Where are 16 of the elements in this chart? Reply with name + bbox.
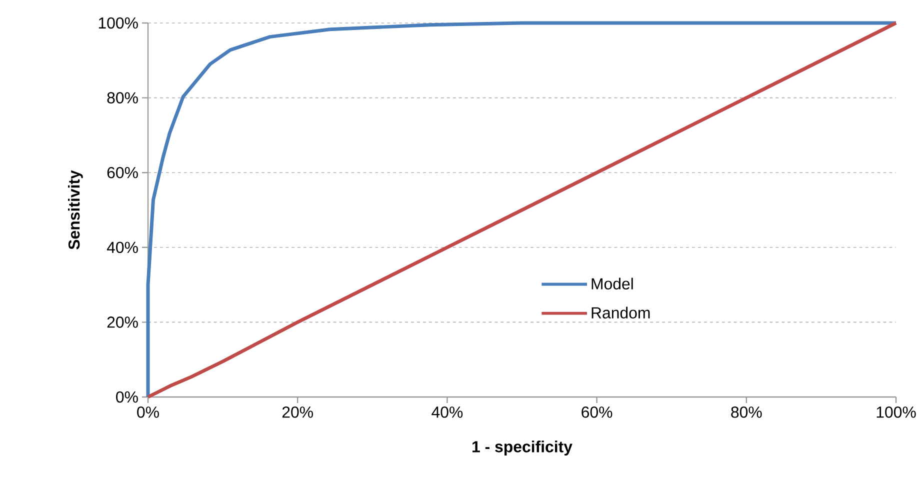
y-tick-label: 40% [106,242,138,254]
y-tick-label: 20% [107,316,138,328]
x-axis-title: 1 - specificity [472,440,572,456]
x-tick-label: 100% [876,406,916,418]
y-axis-title: Sensitivity [68,170,83,250]
x-tick-label: 40% [432,406,463,418]
x-tick-label: 20% [282,406,313,418]
y-tick-label: 0% [116,391,138,403]
y-tick-label: 100% [98,17,138,29]
legend-label: Random [592,306,650,318]
y-tick-label: 60% [107,166,138,178]
x-tick-label: 0% [137,406,159,418]
x-tick-label: 80% [731,406,762,418]
legend-label: Model [592,278,633,290]
y-tick-label: 80% [107,92,138,104]
x-tick-label: 60% [582,406,612,418]
